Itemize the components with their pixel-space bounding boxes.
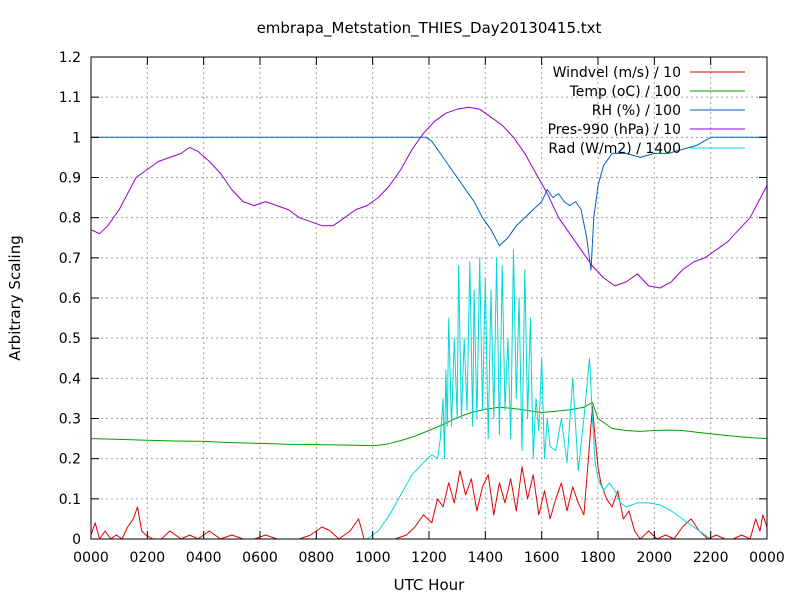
y-tick-label: 1.1 bbox=[59, 90, 81, 106]
legend: Windvel (m/s) / 10 Temp (oC) / 100 RH (%) … bbox=[548, 65, 745, 157]
y-tick-label: 0.3 bbox=[59, 412, 81, 428]
x-tick-label: 0000 bbox=[749, 550, 785, 566]
chart-title: embrapa_Metstation_THIES_Day20130415.txt bbox=[257, 19, 602, 38]
x-tick-label: 0600 bbox=[242, 550, 278, 566]
series-line-3 bbox=[91, 136, 767, 271]
x-tick-label: 0800 bbox=[299, 550, 335, 566]
y-tick-label: 0.2 bbox=[59, 452, 81, 468]
y-tick-label: 0.8 bbox=[59, 211, 81, 227]
x-tick-label: 2000 bbox=[637, 550, 673, 566]
legend-label-1: Windvel (m/s) / 10 bbox=[553, 65, 681, 81]
y-tick-label: 1.2 bbox=[59, 50, 81, 66]
y-tick-labels: 0 0.1 0.2 0.3 0.4 0.5 0.6 0.7 0.8 0.9 1 1.1 1.2 bbox=[59, 50, 81, 548]
x-tick-label: 2200 bbox=[693, 550, 729, 566]
series-line-5 bbox=[91, 249, 767, 539]
plot-area bbox=[91, 106, 767, 539]
x-tick-label: 1000 bbox=[355, 550, 391, 566]
legend-label-4: Pres-990 (hPa) / 10 bbox=[548, 122, 681, 138]
x-tick-labels: 0000 0200 0400 0600 0800 1000 1200 1400 1600 1800… bbox=[73, 550, 785, 566]
y-tick-label: 0.4 bbox=[59, 371, 81, 387]
x-tick-label: 1400 bbox=[468, 550, 504, 566]
y-axis-title: Arbitrary Scaling bbox=[6, 235, 24, 361]
x-tick-label: 0200 bbox=[130, 550, 166, 566]
series-group bbox=[91, 106, 767, 539]
series-line-2 bbox=[91, 401, 767, 447]
x-axis-title: UTC Hour bbox=[394, 576, 465, 594]
x-tick-label: 0000 bbox=[73, 550, 109, 566]
ticks bbox=[90, 56, 768, 540]
y-tick-label: 0 bbox=[72, 532, 81, 548]
y-tick-label: 1 bbox=[72, 130, 81, 146]
y-tick-label: 0.5 bbox=[59, 331, 81, 347]
legend-label-3: RH (%) / 100 bbox=[592, 103, 681, 119]
y-tick-label: 0.9 bbox=[59, 171, 81, 187]
series-line-1 bbox=[91, 405, 767, 539]
y-tick-label: 0.1 bbox=[59, 492, 81, 508]
x-tick-label: 1200 bbox=[411, 550, 447, 566]
y-tick-label: 0.7 bbox=[59, 251, 81, 267]
series-line-4 bbox=[91, 106, 767, 289]
x-tick-label: 1600 bbox=[524, 550, 560, 566]
x-tick-label: 1800 bbox=[580, 550, 616, 566]
legend-label-2: Temp (oC) / 100 bbox=[569, 84, 681, 100]
y-tick-label: 0.6 bbox=[59, 291, 81, 307]
legend-label-5: Rad (W/m2) / 1400 bbox=[548, 141, 681, 157]
x-tick-label: 0400 bbox=[186, 550, 222, 566]
